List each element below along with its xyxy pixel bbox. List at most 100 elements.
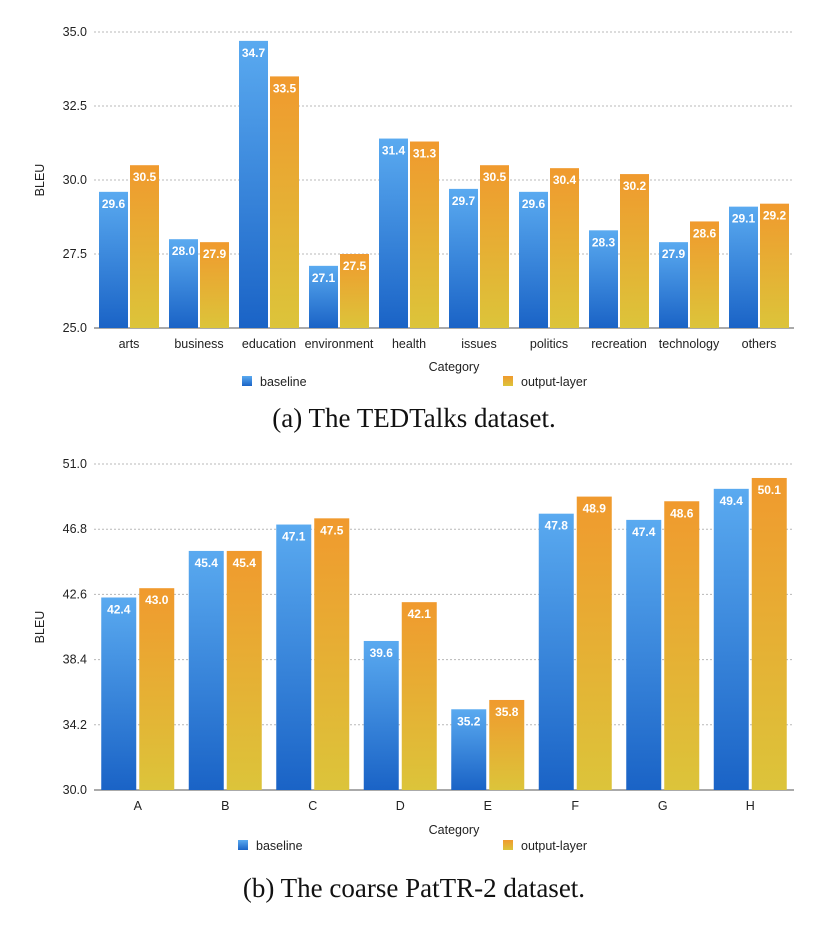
x-tick-label: health (392, 337, 426, 351)
bar-output-layer (760, 203, 789, 328)
bar-baseline (101, 597, 137, 790)
bar-chart-pattr2: 30.0 34.2 38.4 42.6 46.8 51.0 BLEU A 42.4 43.0 B 45… (33, 457, 794, 853)
bar-baseline (451, 709, 487, 790)
bar-value-label: 29.1 (732, 212, 756, 226)
y-tick-label: 25.0 (63, 321, 87, 335)
bar-value-label: 48.6 (670, 506, 694, 520)
bar-output-layer (401, 602, 437, 790)
bar-value-label: 47.8 (545, 519, 569, 533)
bar-value-label: 27.1 (312, 271, 336, 285)
bar-output-layer (200, 242, 229, 328)
bar-output-layer (480, 165, 509, 328)
x-tick-label: recreation (591, 337, 647, 351)
bar-value-label: 42.1 (408, 607, 432, 621)
x-tick-label: G (658, 799, 668, 813)
bar-baseline (169, 239, 198, 328)
bar-value-label: 28.3 (592, 235, 616, 249)
figure-caption-a: (a) The TEDTalks dataset. (272, 403, 556, 433)
y-tick-label: 51.0 (63, 457, 87, 471)
bar-output-layer (340, 254, 369, 328)
legend-label-baseline: baseline (256, 839, 303, 853)
x-tick-label: business (174, 337, 223, 351)
chart-panel-pattr2: 30.0 34.2 38.4 42.6 46.8 51.0 BLEU A 42.4 43.0 B 45… (0, 448, 828, 928)
bar-output-layer (130, 165, 159, 328)
bar-baseline (538, 513, 574, 790)
x-tick-label: arts (119, 337, 140, 351)
bar-baseline (449, 188, 478, 328)
x-axis-label: Category (429, 360, 480, 374)
bar-value-label: 30.2 (623, 179, 647, 193)
x-tick-label: issues (461, 337, 496, 351)
bar-baseline (188, 550, 224, 790)
bar-value-label: 47.5 (320, 523, 344, 537)
x-tick-label: D (396, 799, 405, 813)
bar-value-label: 48.9 (583, 502, 607, 516)
y-tick-label: 38.4 (63, 653, 87, 667)
legend-label-output-layer: output-layer (521, 375, 587, 389)
legend-label-output-layer: output-layer (521, 839, 587, 853)
bar-baseline (729, 206, 758, 328)
bar-value-label: 47.1 (282, 530, 306, 544)
bar-output-layer (410, 141, 439, 328)
legend-swatch-output-layer (503, 840, 513, 850)
bar-value-label: 34.7 (242, 46, 266, 60)
x-tick-label: others (742, 337, 777, 351)
y-tick-label: 30.0 (63, 173, 87, 187)
bar-value-label: 30.4 (553, 173, 577, 187)
bar-value-label: 29.7 (452, 194, 476, 208)
bar-output-layer (270, 76, 299, 329)
bar-value-label: 43.0 (145, 593, 169, 607)
bar-value-label: 45.4 (233, 556, 257, 570)
bar-output-layer (139, 588, 175, 790)
legend-swatch-baseline (238, 840, 248, 850)
y-tick-label: 32.5 (63, 99, 87, 113)
bar-value-label: 29.6 (102, 197, 126, 211)
bar-baseline (99, 191, 128, 328)
x-tick-label: F (571, 799, 579, 813)
x-tick-label: E (484, 799, 492, 813)
bar-value-label: 27.5 (343, 259, 367, 273)
bar-value-label: 35.2 (457, 714, 481, 728)
x-tick-label: politics (530, 337, 568, 351)
x-tick-label: B (221, 799, 229, 813)
bar-output-layer (489, 699, 525, 790)
x-tick-label: technology (659, 337, 720, 351)
bar-output-layer (664, 501, 700, 790)
bar-output-layer (690, 221, 719, 328)
y-tick-label: 42.6 (63, 587, 87, 601)
x-tick-label: A (134, 799, 143, 813)
bar-baseline (626, 519, 662, 790)
bar-value-label: 47.4 (632, 525, 656, 539)
x-tick-label: H (746, 799, 755, 813)
bar-value-label: 28.6 (693, 226, 717, 240)
x-axis-label: Category (429, 823, 480, 837)
y-tick-label: 30.0 (63, 783, 87, 797)
bar-value-label: 27.9 (203, 247, 227, 261)
x-tick-label: environment (305, 337, 374, 351)
bar-baseline (379, 138, 408, 328)
bar-output-layer (314, 518, 350, 790)
y-tick-label: 34.2 (63, 718, 87, 732)
bar-value-label: 28.0 (172, 244, 196, 258)
chart-panel-tedtalks: 25.0 27.5 30.0 32.5 35.0 BLEU arts 29.6 30.5 busi… (0, 0, 828, 448)
bar-baseline (713, 488, 749, 790)
legend-swatch-output-layer (503, 376, 513, 386)
bar-baseline (519, 191, 548, 328)
bar-value-label: 29.6 (522, 197, 546, 211)
legend-label-baseline: baseline (260, 375, 307, 389)
bar-baseline (276, 524, 312, 790)
y-axis-label: BLEU (33, 611, 47, 644)
x-tick-label: C (308, 799, 317, 813)
figure-caption-b: (b) The coarse PatTR-2 dataset. (242, 873, 586, 903)
bar-value-label: 50.1 (758, 483, 782, 497)
y-tick-label: 27.5 (63, 247, 87, 261)
bar-value-label: 31.3 (413, 147, 437, 161)
bar-value-label: 49.4 (720, 494, 744, 508)
bar-baseline (589, 230, 618, 328)
bar-baseline (659, 242, 688, 328)
bar-output-layer (550, 168, 579, 328)
x-tick-label: education (242, 337, 296, 351)
y-tick-label: 46.8 (63, 522, 87, 536)
bar-output-layer (751, 477, 787, 790)
bar-output-layer (576, 496, 612, 790)
